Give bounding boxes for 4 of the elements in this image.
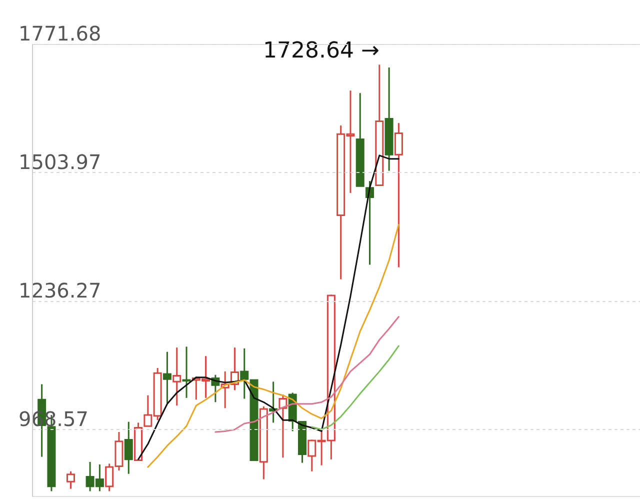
y-tick-label: 1771.68 [18, 22, 102, 46]
annotation: 1728.64 → [262, 38, 380, 64]
y-tick-label: 1503.97 [18, 150, 102, 174]
y-tick-label: 1236.27 [18, 278, 102, 302]
